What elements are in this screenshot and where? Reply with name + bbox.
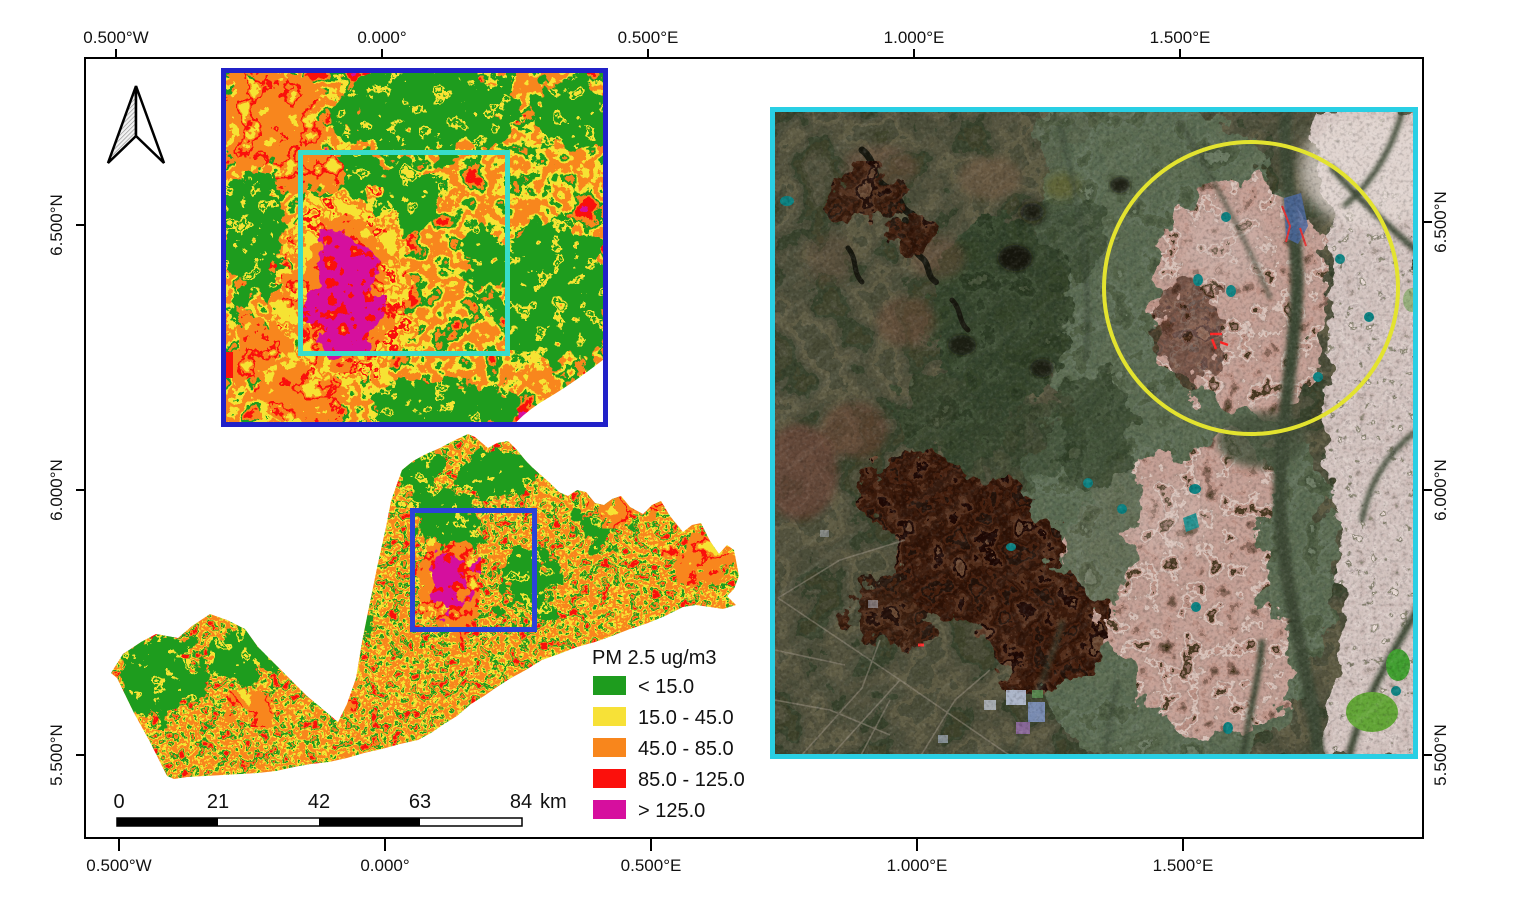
svg-text:6.500°N: 6.500°N xyxy=(47,194,66,256)
svg-text:21: 21 xyxy=(207,791,229,813)
svg-text:15.0 - 45.0: 15.0 - 45.0 xyxy=(638,707,734,729)
svg-text:1.000°E: 1.000°E xyxy=(887,856,948,875)
svg-text:0.500°W: 0.500°W xyxy=(83,28,148,47)
svg-text:85.0 - 125.0: 85.0 - 125.0 xyxy=(638,769,745,791)
svg-text:6.000°N: 6.000°N xyxy=(47,459,66,521)
svg-text:84: 84 xyxy=(510,791,532,813)
svg-text:42: 42 xyxy=(308,791,330,813)
svg-text:0.500°E: 0.500°E xyxy=(621,856,682,875)
svg-text:1.500°E: 1.500°E xyxy=(1153,856,1214,875)
svg-text:> 125.0: > 125.0 xyxy=(638,800,705,822)
svg-text:5.500°N: 5.500°N xyxy=(1431,724,1450,786)
svg-text:0.500°W: 0.500°W xyxy=(86,856,151,875)
svg-text:PM 2.5 ug/m3: PM 2.5 ug/m3 xyxy=(592,647,717,669)
svg-text:6.500°N: 6.500°N xyxy=(1431,191,1450,253)
svg-text:5.500°N: 5.500°N xyxy=(47,724,66,786)
svg-text:45.0 - 85.0: 45.0 - 85.0 xyxy=(638,738,734,760)
svg-text:0: 0 xyxy=(113,791,124,813)
svg-text:< 15.0: < 15.0 xyxy=(638,676,694,698)
svg-text:0.000°: 0.000° xyxy=(357,28,406,47)
svg-text:0.500°E: 0.500°E xyxy=(618,28,679,47)
svg-text:km: km xyxy=(540,791,567,813)
svg-text:6.000°N: 6.000°N xyxy=(1431,459,1450,521)
svg-text:1.500°E: 1.500°E xyxy=(1150,28,1211,47)
svg-text:63: 63 xyxy=(409,791,431,813)
svg-text:1.000°E: 1.000°E xyxy=(884,28,945,47)
svg-text:0.000°: 0.000° xyxy=(360,856,409,875)
